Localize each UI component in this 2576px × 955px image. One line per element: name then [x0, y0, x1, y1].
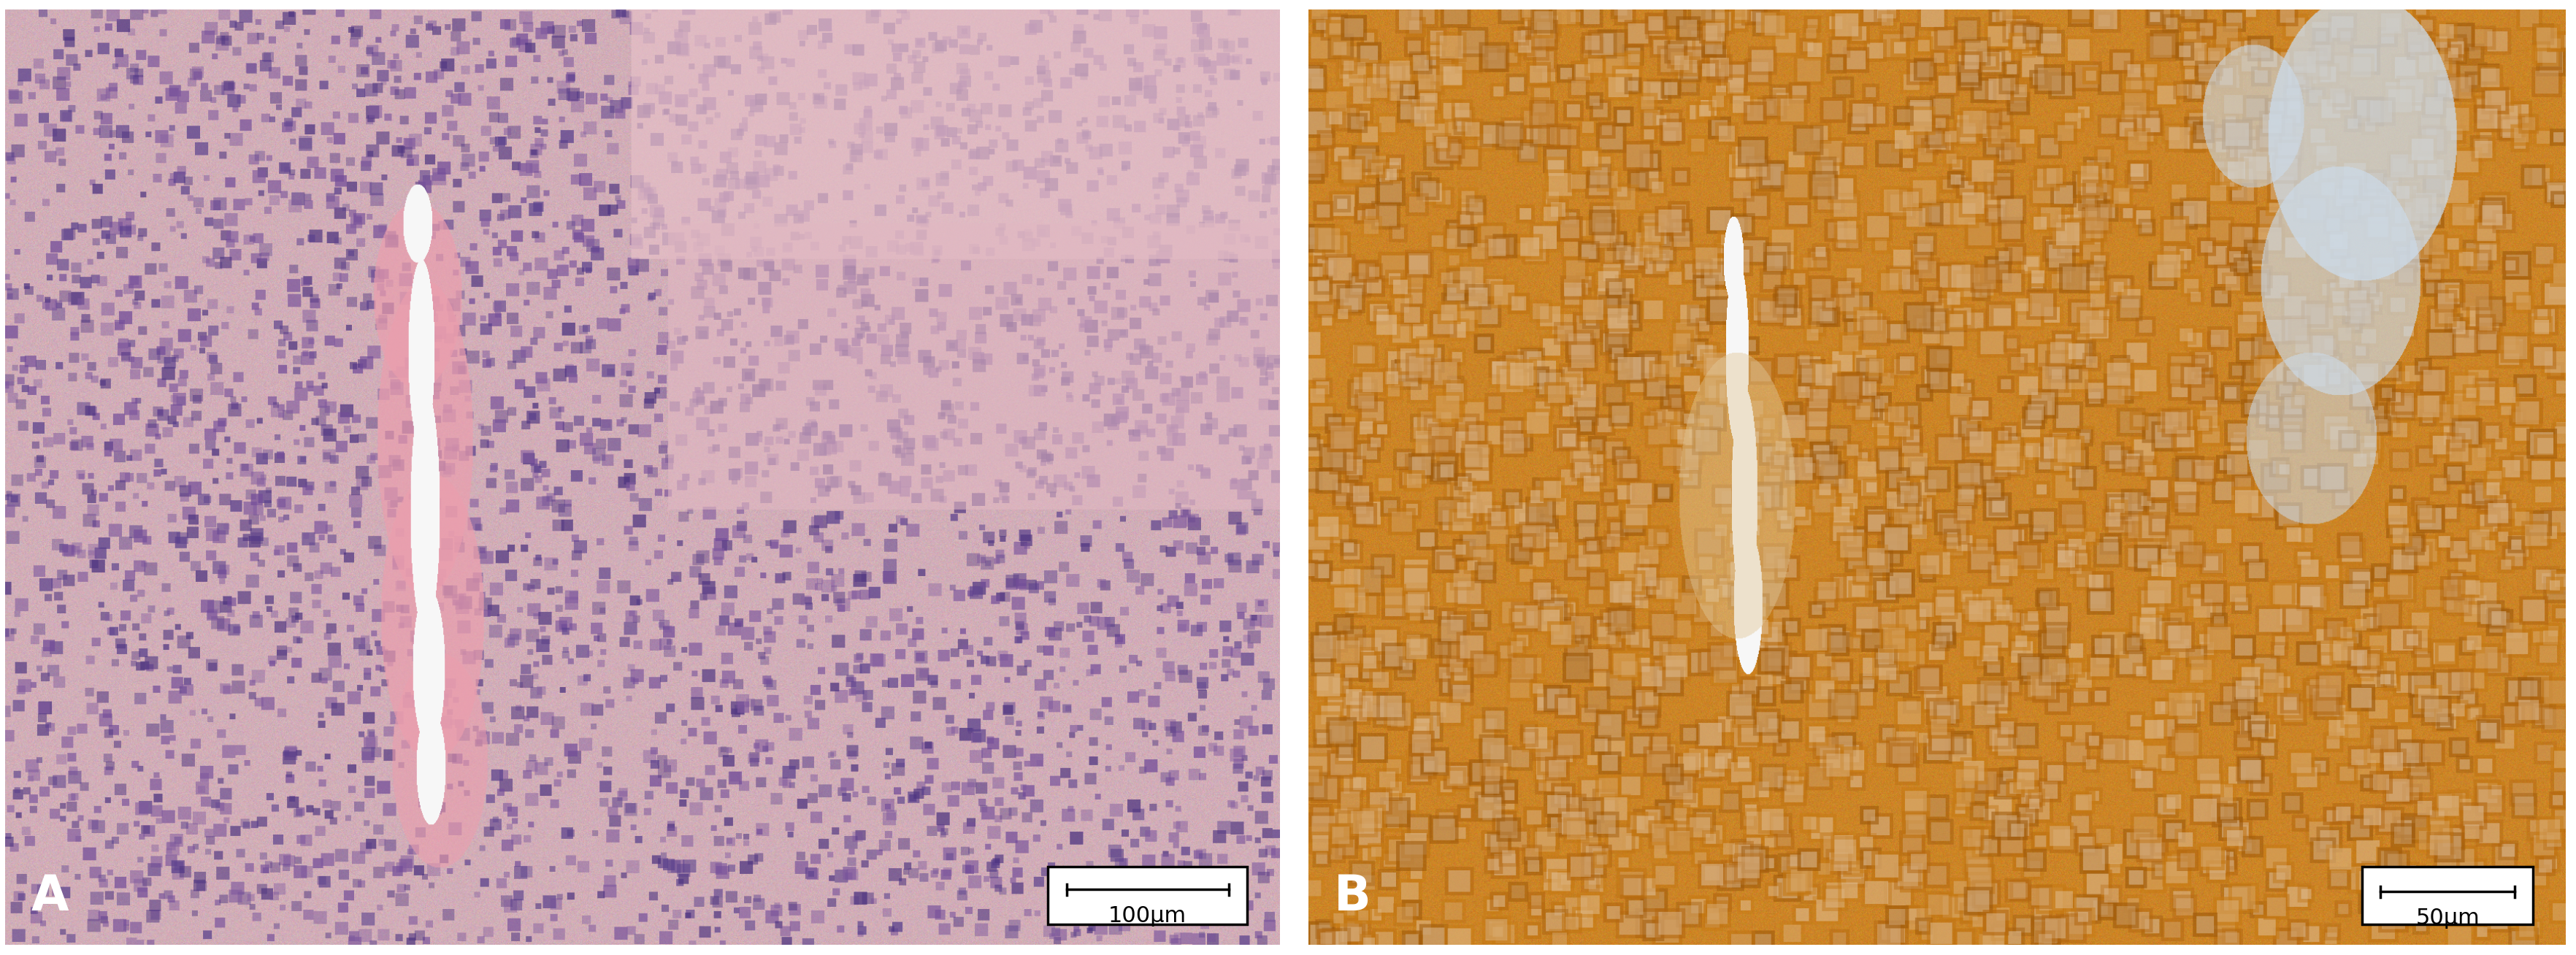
Text: 50μm: 50μm: [2416, 907, 2481, 928]
Bar: [2362, 867, 2532, 924]
Text: 100μm: 100μm: [1108, 905, 1188, 926]
Text: A: A: [31, 872, 70, 921]
Bar: [1048, 867, 1247, 924]
Text: B: B: [1334, 872, 1370, 921]
